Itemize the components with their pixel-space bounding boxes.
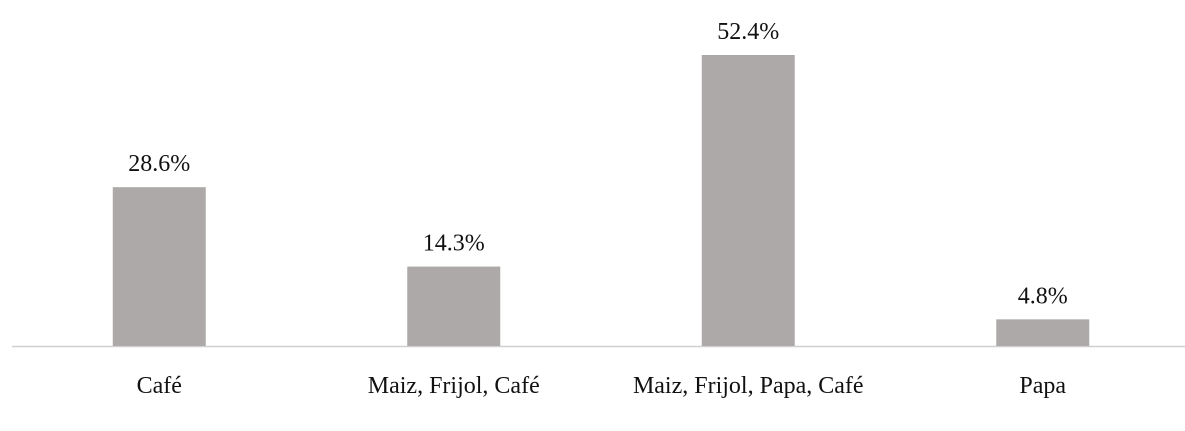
x-tick-label: Papa (1019, 373, 1067, 399)
value-label: 28.6% (128, 151, 190, 177)
value-label: 14.3% (423, 231, 485, 257)
x-tick-label: Maiz, Frijol, Papa, Café (632, 373, 864, 399)
bar (996, 319, 1090, 346)
bar (407, 266, 501, 346)
bar (112, 187, 206, 346)
value-label: 4.8% (1018, 283, 1068, 309)
value-label: 52.4% (717, 19, 779, 45)
x-tick-label: Maiz, Frijol, Café (367, 373, 540, 399)
x-tick-label: Café (136, 373, 182, 399)
bar (701, 55, 795, 346)
